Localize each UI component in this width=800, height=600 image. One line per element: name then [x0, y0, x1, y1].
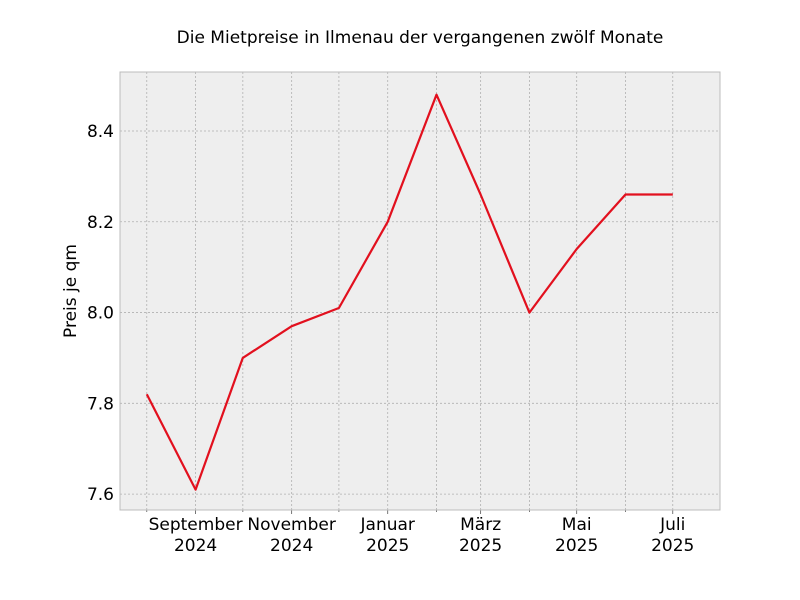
grid-lines [120, 72, 720, 510]
y-tick-label: 8.0 [87, 304, 114, 324]
chart-title: Die Mietpreise in Ilmenau der vergangene… [177, 28, 664, 48]
x-tick-label: November 2024 [247, 515, 335, 556]
y-tick-label: 8.4 [87, 122, 114, 142]
y-tick-label: 7.6 [87, 485, 114, 505]
x-tick-label: März 2025 [459, 515, 502, 556]
x-tick-label: Januar 2025 [360, 515, 415, 556]
plot-frame [119, 71, 721, 511]
y-tick-label: 7.8 [87, 394, 114, 414]
y-tick-label: 8.2 [87, 213, 114, 233]
series-line [145, 93, 673, 491]
y-axis: 7.6 7.8 8.0 8.2 8.4 [87, 122, 114, 505]
series-layer [145, 93, 673, 491]
y-axis-label: Preis je qm [61, 244, 81, 338]
x-tick-label: Juli 2025 [651, 515, 694, 556]
x-tick-label: Mai 2025 [555, 515, 598, 556]
plot-area [120, 72, 720, 510]
x-tick-label: September 2024 [149, 515, 243, 556]
